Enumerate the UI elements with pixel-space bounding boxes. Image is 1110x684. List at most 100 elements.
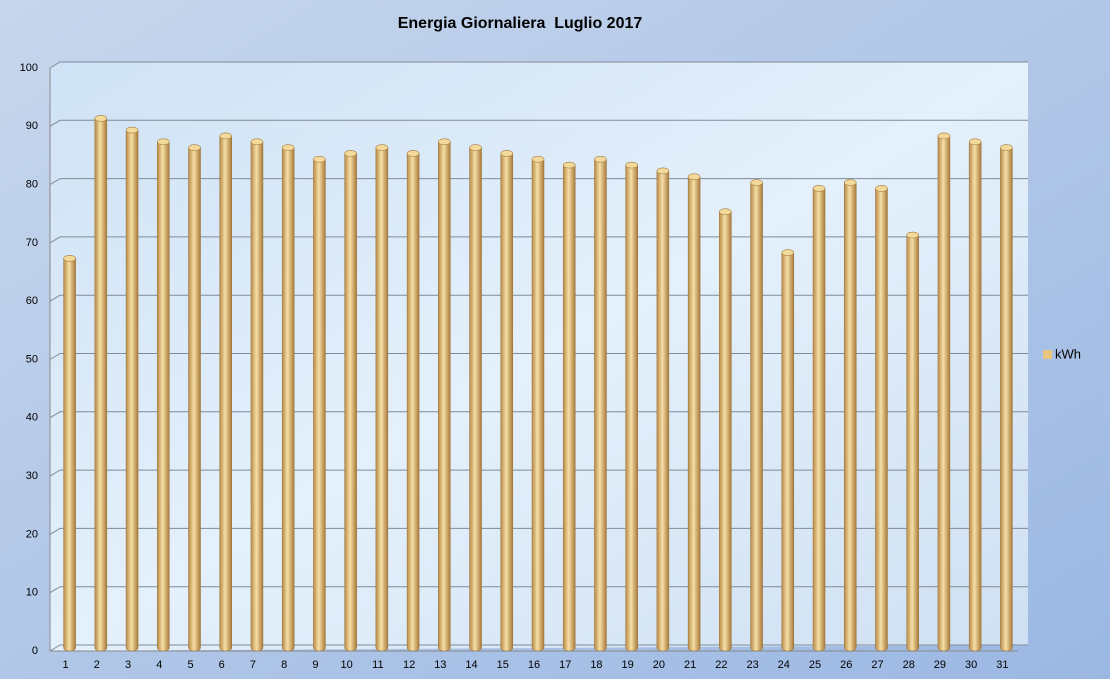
x-tick-label: 12: [403, 659, 415, 671]
bar: [625, 161, 638, 652]
y-tick-label: 50: [26, 353, 38, 365]
grid-line: [49, 119, 1028, 127]
bar: [125, 126, 139, 652]
bar: [188, 144, 201, 652]
x-tick-label: 5: [187, 659, 193, 671]
legend-swatch: [1043, 350, 1052, 359]
y-tick-label: 70: [26, 237, 38, 249]
bar-cap: [375, 144, 389, 151]
x-tick-label: 13: [434, 659, 446, 671]
x-tick-label: 6: [219, 659, 225, 671]
x-tick-label: 10: [341, 659, 353, 671]
x-tick-label: 4: [156, 659, 162, 671]
x-tick-label: 28: [903, 659, 915, 671]
y-tick-label: 10: [26, 587, 38, 599]
bar-cap: [125, 126, 139, 134]
chart-title: Energia Giornaliera Luglio 2017: [398, 15, 643, 32]
bar-cap: [656, 167, 670, 175]
x-tick-label: 30: [965, 659, 977, 671]
x-tick-label: 24: [778, 659, 790, 671]
x-tick-label: 16: [528, 659, 540, 671]
bar-cap: [562, 161, 576, 169]
y-tick-label: 0: [32, 645, 38, 657]
bar: [594, 156, 607, 652]
bar: [937, 132, 951, 652]
y-tick-label: 20: [26, 528, 38, 540]
bar-cap: [844, 179, 857, 186]
bar: [375, 144, 389, 652]
grid-line: [49, 586, 1028, 594]
bar-cap: [625, 161, 638, 169]
bar: [844, 179, 857, 652]
bar-cap: [687, 173, 701, 181]
bar-cap: [781, 249, 795, 256]
bar-cap: [219, 132, 232, 140]
bar-cap: [812, 185, 826, 192]
x-tick-label: 11: [372, 659, 383, 671]
bar-cap: [719, 208, 732, 215]
grid-line: [49, 527, 1028, 535]
bar: [500, 150, 514, 652]
bar-cap: [344, 150, 357, 157]
bar-cap: [875, 185, 888, 192]
bar: [94, 115, 108, 652]
bar-cap: [188, 144, 201, 151]
x-tick-label: 27: [871, 659, 883, 671]
bar: [157, 138, 170, 652]
x-tick-label: 14: [465, 659, 477, 671]
x-tick-label: 2: [94, 659, 100, 671]
bar-cap: [968, 138, 982, 146]
bar-cap: [313, 156, 326, 163]
bar-cap: [500, 150, 514, 157]
bar: [63, 255, 76, 652]
y-tick-label: 90: [26, 120, 38, 132]
bar: [968, 138, 982, 652]
y-tick-label: 80: [26, 179, 38, 191]
legend-label: kWh: [1055, 346, 1081, 361]
bar: [1000, 144, 1013, 652]
y-tick-label: 30: [26, 470, 38, 482]
bar-cap: [594, 156, 607, 163]
bar-cap: [63, 255, 76, 262]
bar: [438, 138, 451, 652]
bar-cap: [1000, 144, 1013, 151]
bar: [875, 185, 888, 652]
x-tick-label: 18: [590, 659, 602, 671]
x-tick-label: 1: [63, 659, 69, 671]
x-tick-label: 21: [684, 659, 696, 671]
bar: [781, 249, 795, 652]
bar: [687, 173, 701, 652]
bar: [344, 150, 357, 652]
grid-line: [49, 411, 1028, 419]
x-tick-label: 3: [125, 659, 131, 671]
bar: [531, 156, 545, 652]
bar: [719, 208, 732, 652]
y-tick-label: 100: [20, 62, 38, 74]
bar-cap: [438, 138, 451, 146]
bar-cap: [750, 179, 763, 186]
bar: [281, 144, 295, 652]
x-tick-label: 8: [281, 659, 287, 671]
grid-line: [49, 61, 1028, 69]
bar: [656, 167, 670, 652]
x-tick-label: 9: [312, 659, 318, 671]
x-tick-label: 19: [622, 659, 634, 671]
y-tick-label: 60: [26, 295, 38, 307]
bar-cap: [906, 231, 919, 239]
x-tick-label: 25: [809, 659, 821, 671]
x-tick-label: 26: [840, 659, 852, 671]
bar-cap: [937, 132, 951, 140]
x-tick-label: 15: [497, 659, 509, 671]
x-tick-label: 29: [934, 659, 946, 671]
bar-cap: [406, 150, 420, 157]
grid-line: [49, 469, 1028, 477]
bar: [406, 150, 420, 652]
bar-cap: [281, 144, 295, 151]
bar-cap: [250, 138, 264, 146]
grid-line: [49, 236, 1028, 244]
bar-cap: [531, 156, 545, 163]
grid-line: [49, 644, 1028, 652]
x-tick-label: 31: [996, 659, 1008, 671]
bar: [562, 161, 576, 652]
bar: [219, 132, 232, 652]
